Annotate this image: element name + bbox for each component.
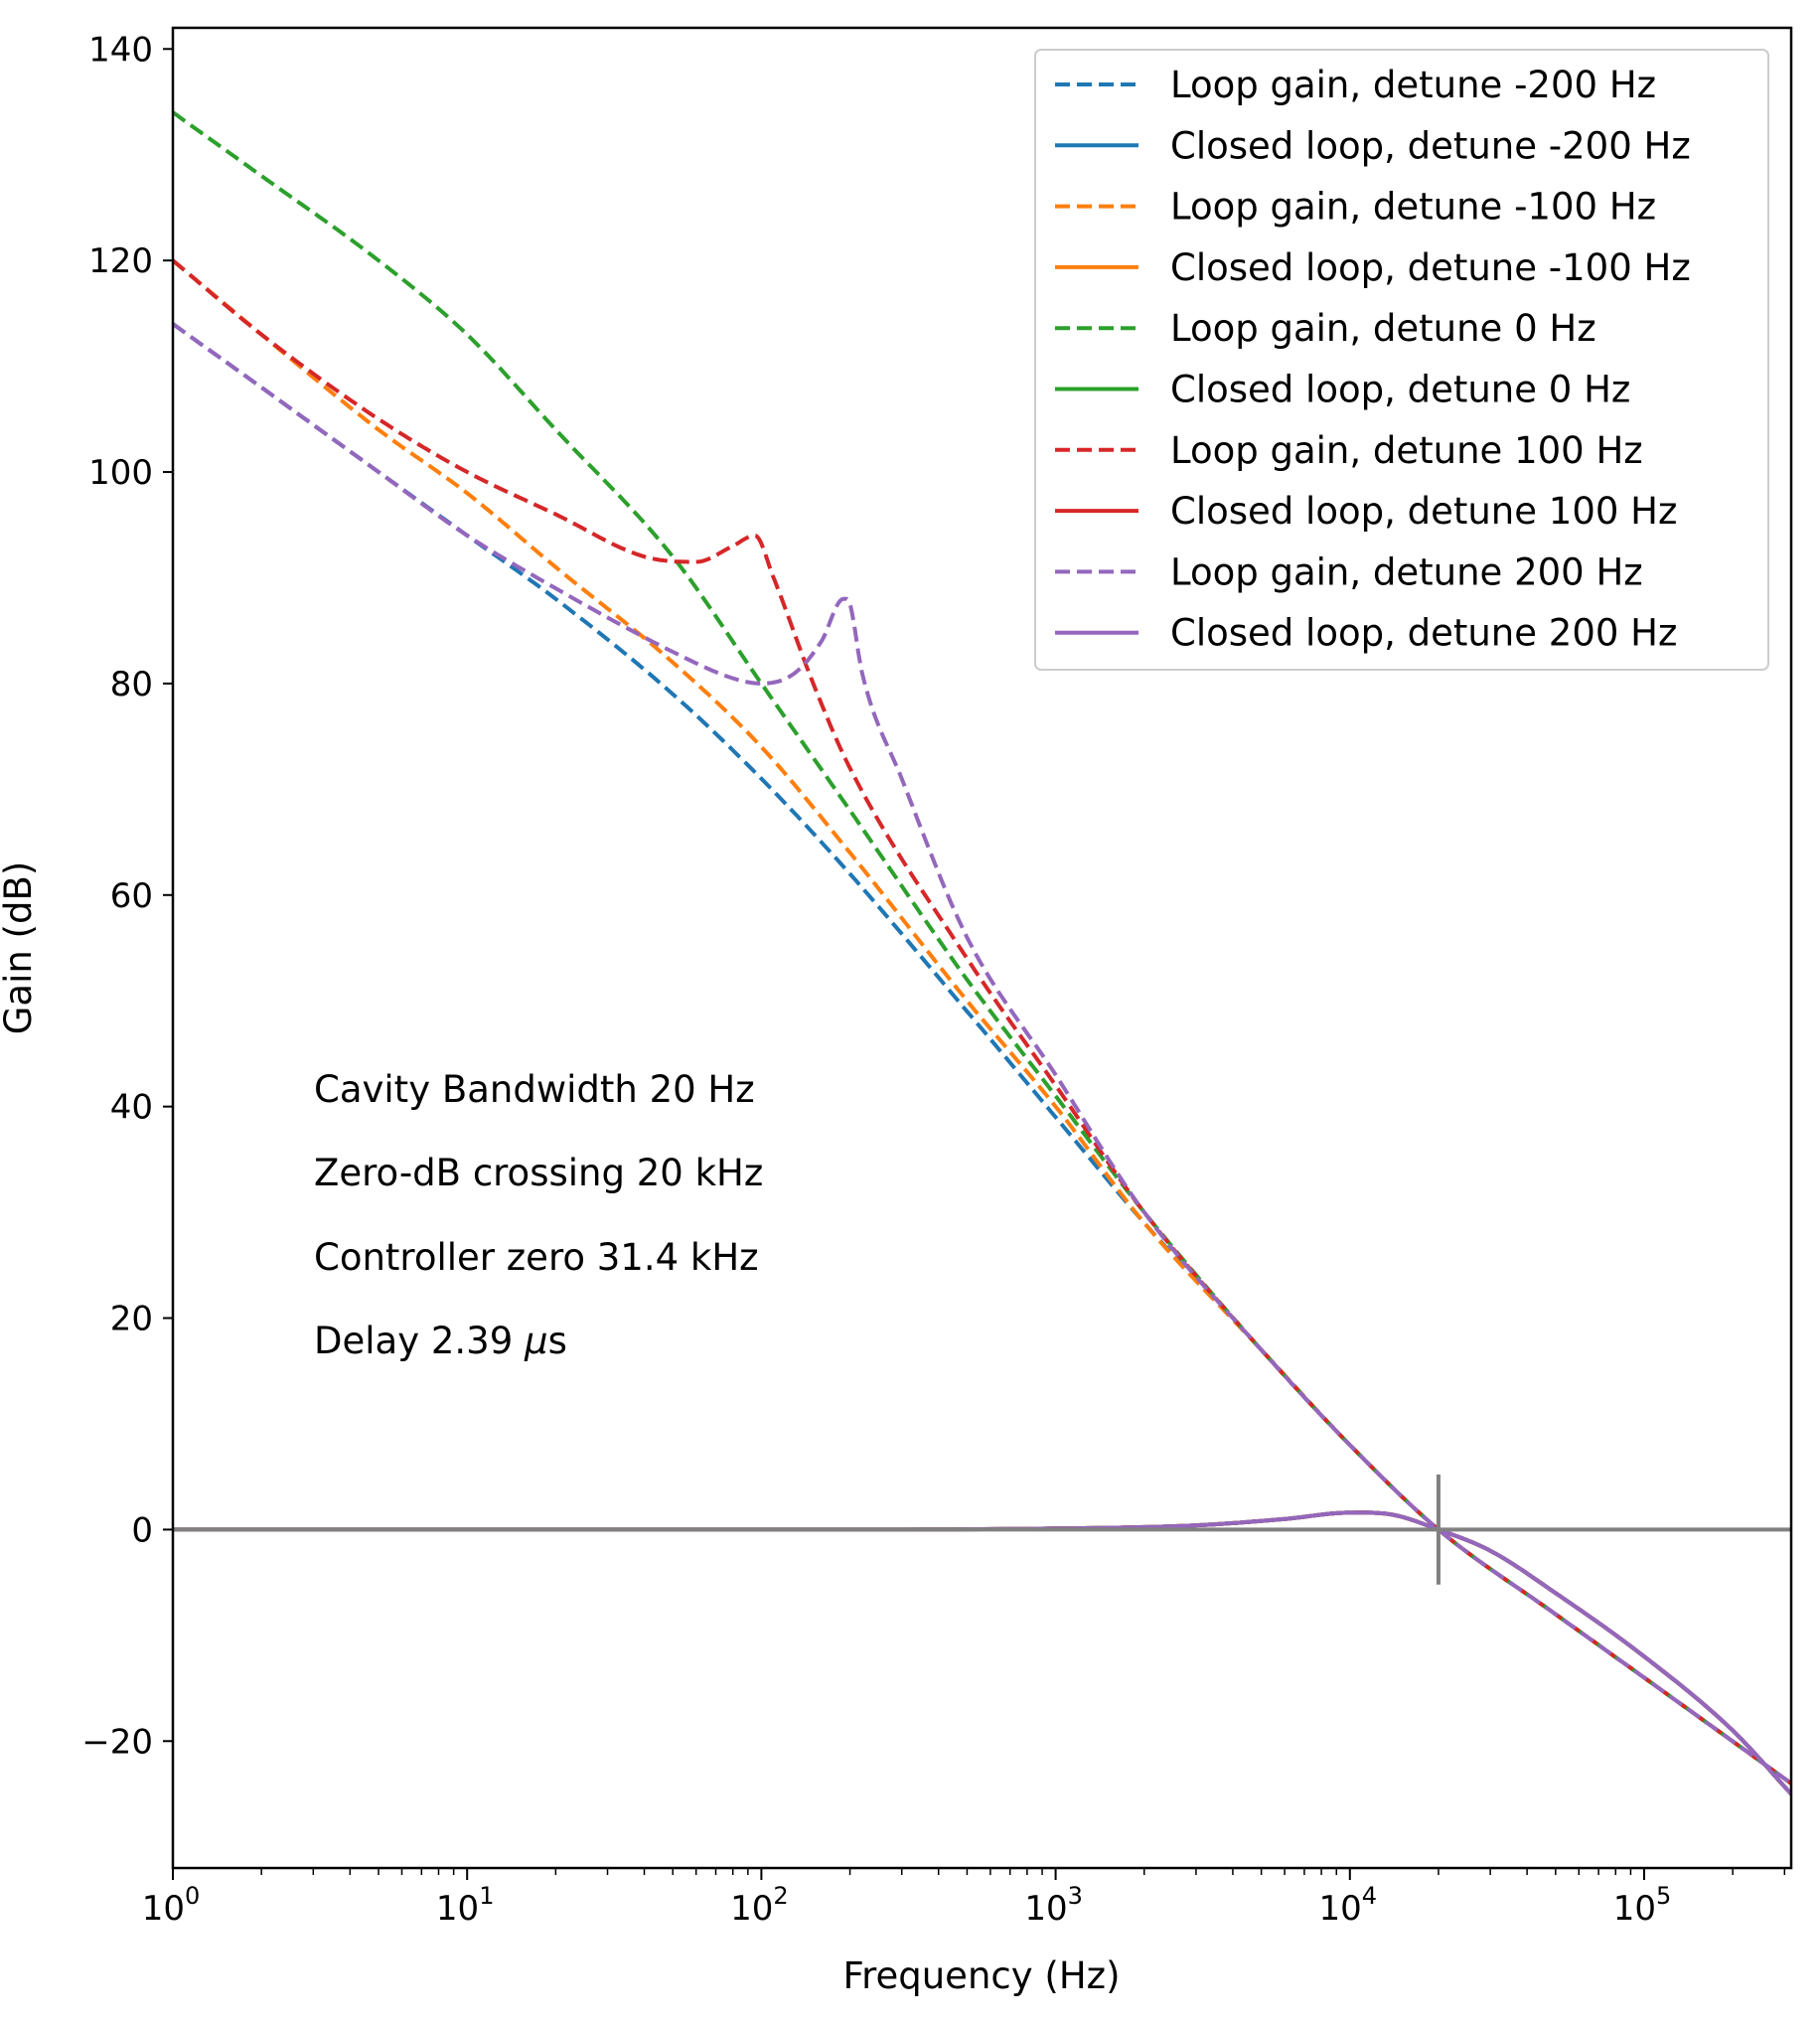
x-tick-label: 101 (436, 1882, 495, 1929)
y-axis-label: Gain (dB) (0, 861, 40, 1035)
legend: Loop gain, detune -200 Hz Closed loop, de… (1034, 49, 1769, 671)
x-tick-label: 102 (730, 1882, 789, 1929)
legend-label: Loop gain, detune 100 Hz (1170, 429, 1643, 472)
x-axis-label: Frequency (Hz) (842, 1954, 1120, 1997)
series-loop-gain-detune-100-hz (173, 258, 1791, 1786)
x-tick-label: 100 (142, 1882, 201, 1929)
legend-label: Closed loop, detune 0 Hz (1170, 369, 1630, 411)
legend-label: Loop gain, detune 200 Hz (1170, 550, 1643, 593)
y-tick-label: 0 (131, 1510, 153, 1550)
y-tick-label: −20 (81, 1722, 153, 1762)
annotation-zero-db: Zero-dB crossing 20 kHz (314, 1152, 763, 1194)
y-tick-label: 60 (110, 876, 153, 916)
annotations: Cavity Bandwidth 20 Hz Zero-dB crossing … (314, 1068, 763, 1362)
annotation-delay-unit: s (548, 1320, 567, 1362)
legend-label: Closed loop, detune 200 Hz (1170, 612, 1677, 655)
y-tick-label: 100 (88, 453, 153, 493)
legend-box (1034, 49, 1769, 671)
legend-label: Loop gain, detune 0 Hz (1170, 307, 1596, 350)
y-tick-label: 20 (110, 1300, 153, 1339)
y-tick-label: 120 (88, 241, 153, 281)
annotation-delay-mu: μ (524, 1320, 548, 1362)
series-loop-gain-detune-0-hz (173, 110, 1791, 1786)
y-tick-label: 40 (110, 1088, 153, 1128)
y-tick-label: 80 (110, 665, 153, 704)
legend-label: Loop gain, detune -100 Hz (1170, 186, 1656, 229)
legend-label: Closed loop, detune -200 Hz (1170, 124, 1691, 167)
legend-label: Closed loop, detune 100 Hz (1170, 490, 1677, 533)
annotation-delay: Delay 2.39 μs (314, 1320, 567, 1362)
legend-label: Closed loop, detune -100 Hz (1170, 246, 1691, 289)
annotation-bandwidth: Cavity Bandwidth 20 Hz (314, 1068, 755, 1111)
annotation-delay-text: Delay 2.39 (314, 1320, 525, 1362)
x-tick-label: 103 (1024, 1882, 1083, 1929)
x-tick-label: 105 (1613, 1882, 1672, 1929)
plot-frame (171, 26, 1793, 1870)
series-loop-gain-detune-200-hz (173, 322, 1791, 1786)
y-tick-label: 140 (88, 30, 153, 70)
x-tick-label: 104 (1319, 1882, 1378, 1929)
annotation-controller-zero: Controller zero 31.4 kHz (314, 1236, 759, 1279)
legend-label: Loop gain, detune -200 Hz (1170, 64, 1656, 106)
